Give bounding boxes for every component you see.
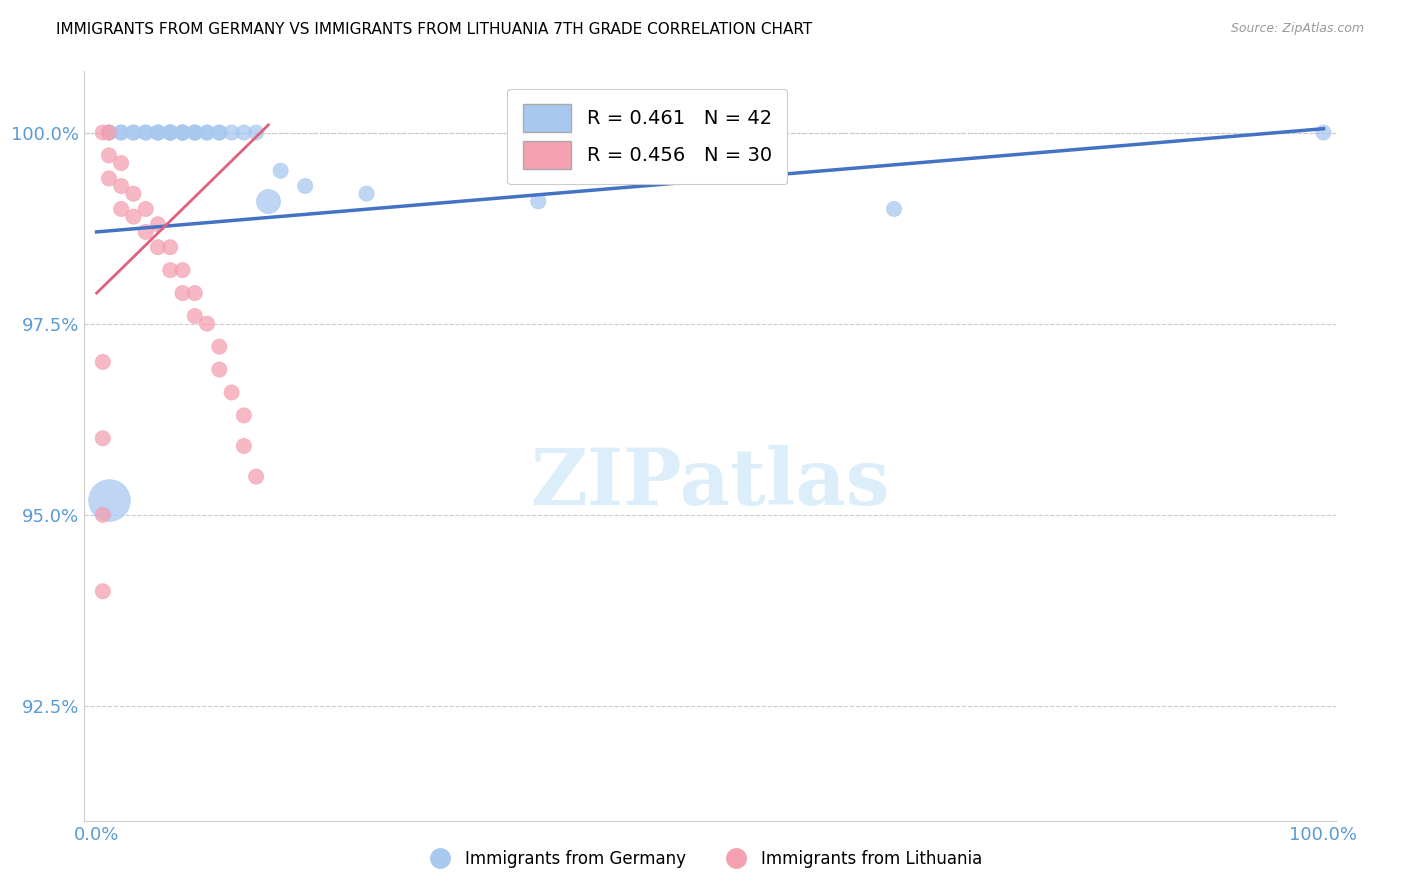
Point — [110, 126, 132, 140]
Point — [91, 584, 114, 599]
Point — [146, 240, 169, 254]
Point — [159, 126, 181, 140]
Point — [110, 202, 132, 216]
Point — [270, 163, 292, 178]
Point — [159, 126, 181, 140]
Point — [91, 508, 114, 522]
Point — [110, 156, 132, 170]
Point — [1312, 126, 1334, 140]
Point — [97, 171, 120, 186]
Point — [221, 126, 243, 140]
Point — [184, 286, 207, 301]
Point — [257, 194, 280, 209]
Point — [232, 439, 254, 453]
Point — [883, 202, 905, 216]
Point — [245, 126, 267, 140]
Point — [527, 194, 550, 209]
Point — [172, 126, 194, 140]
Point — [208, 362, 231, 376]
Point — [159, 126, 181, 140]
Point — [110, 126, 132, 140]
Point — [184, 309, 207, 323]
Point — [122, 210, 145, 224]
Point — [122, 126, 145, 140]
Point — [172, 126, 194, 140]
Point — [172, 263, 194, 277]
Point — [97, 492, 120, 507]
Point — [208, 340, 231, 354]
Point — [135, 202, 157, 216]
Point — [97, 126, 120, 140]
Point — [91, 431, 114, 445]
Text: ZIPatlas: ZIPatlas — [530, 445, 890, 522]
Point — [146, 126, 169, 140]
Point — [208, 126, 231, 140]
Point — [135, 126, 157, 140]
Point — [97, 148, 120, 162]
Text: Source: ZipAtlas.com: Source: ZipAtlas.com — [1230, 22, 1364, 36]
Point — [356, 186, 378, 201]
Point — [122, 126, 145, 140]
Legend: R = 0.461   N = 42, R = 0.456   N = 30: R = 0.461 N = 42, R = 0.456 N = 30 — [508, 88, 787, 185]
Point — [146, 217, 169, 231]
Point — [135, 126, 157, 140]
Point — [91, 126, 114, 140]
Point — [172, 286, 194, 301]
Point — [91, 355, 114, 369]
Point — [195, 126, 218, 140]
Point — [232, 126, 254, 140]
Point — [221, 385, 243, 400]
Point — [184, 126, 207, 140]
Point — [195, 317, 218, 331]
Point — [208, 126, 231, 140]
Point — [294, 179, 316, 194]
Legend: Immigrants from Germany, Immigrants from Lithuania: Immigrants from Germany, Immigrants from… — [416, 844, 990, 875]
Point — [172, 126, 194, 140]
Point — [110, 179, 132, 194]
Point — [245, 469, 267, 483]
Point — [159, 263, 181, 277]
Point — [159, 126, 181, 140]
Text: IMMIGRANTS FROM GERMANY VS IMMIGRANTS FROM LITHUANIA 7TH GRADE CORRELATION CHART: IMMIGRANTS FROM GERMANY VS IMMIGRANTS FR… — [56, 22, 813, 37]
Point — [184, 126, 207, 140]
Point — [159, 240, 181, 254]
Point — [146, 126, 169, 140]
Point — [232, 409, 254, 423]
Point — [122, 186, 145, 201]
Point — [97, 126, 120, 140]
Point — [172, 126, 194, 140]
Point — [146, 126, 169, 140]
Point — [184, 126, 207, 140]
Point — [195, 126, 218, 140]
Point — [135, 225, 157, 239]
Point — [97, 126, 120, 140]
